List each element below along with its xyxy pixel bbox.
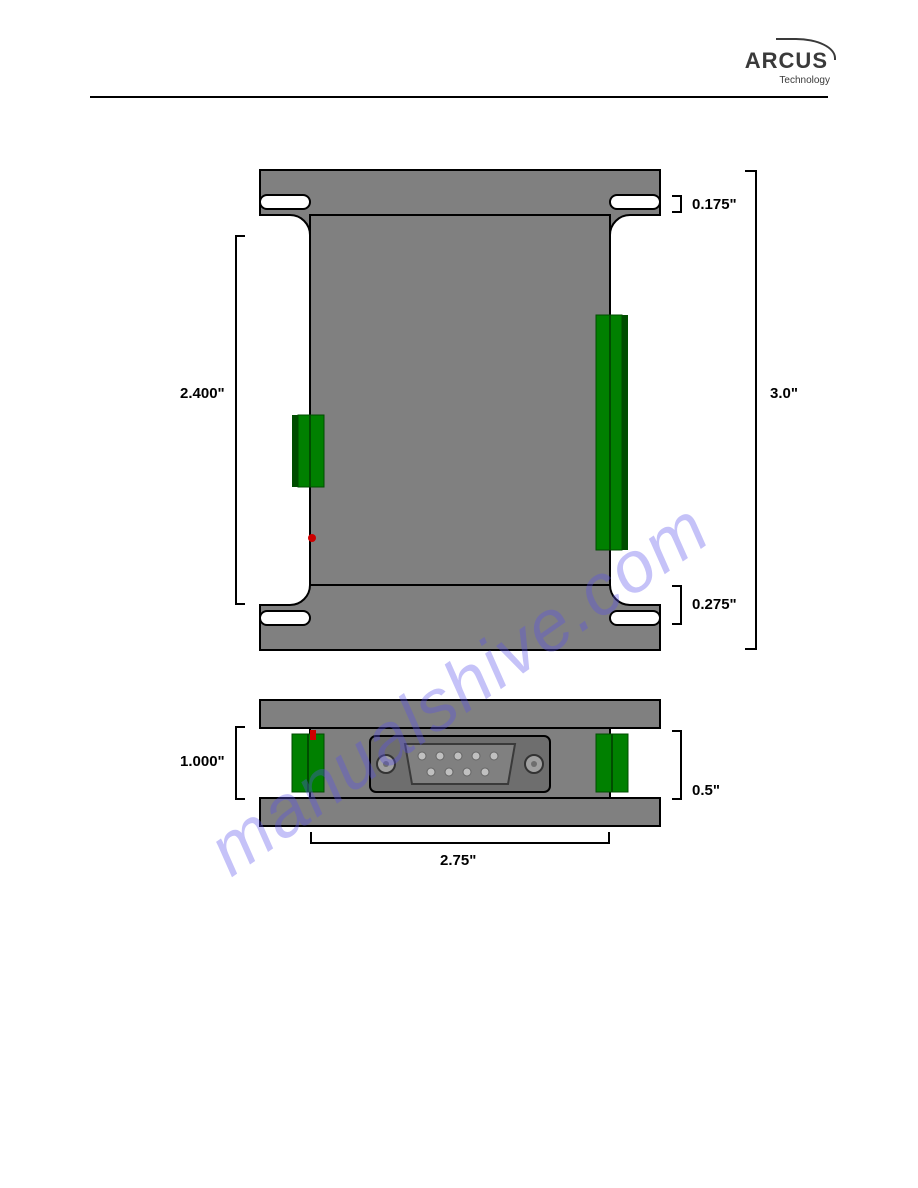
dim-inner-height: 2.400" (180, 385, 225, 402)
dim-side-inner: 1.000" (180, 753, 225, 770)
dim-width: 2.75" (440, 852, 476, 869)
dim-slot-gap: 0.275" (692, 596, 737, 613)
side-view (250, 690, 670, 850)
brand-subtitle: Technology (779, 75, 830, 86)
top-view (250, 160, 670, 660)
dim-slot-thickness: 0.175" (692, 196, 737, 213)
dim-side-body: 0.5" (692, 782, 720, 799)
dim-height: 3.0" (770, 385, 798, 402)
brand-logo: ARCUS Technology (745, 48, 828, 92)
